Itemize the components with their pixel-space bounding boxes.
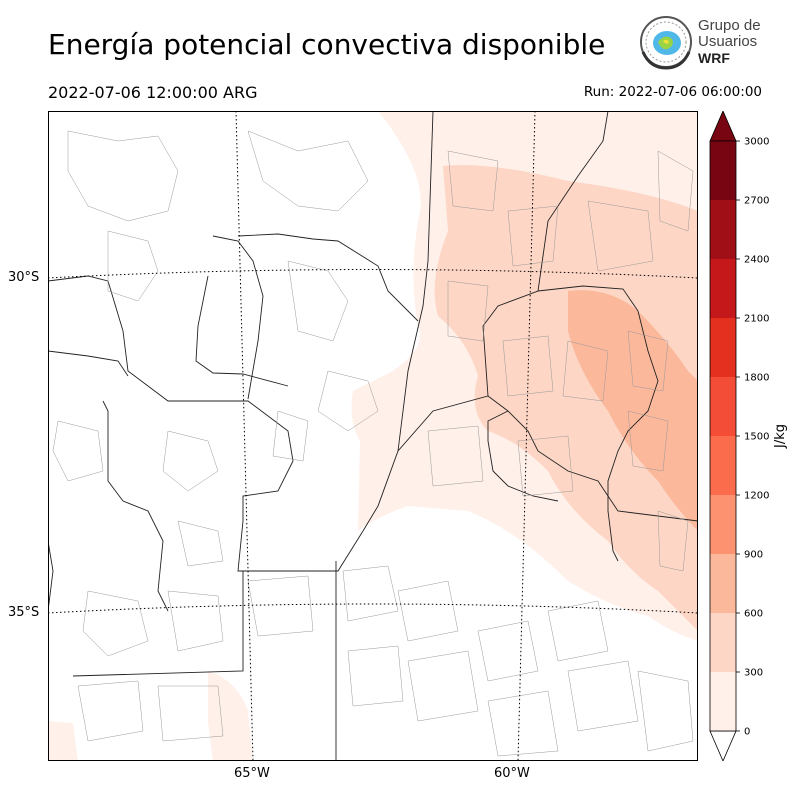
colorbar-segment (710, 613, 736, 672)
colorbar-tick-label: 900 (744, 550, 763, 561)
map-svg (47, 110, 699, 762)
lat-label-35s: 35°S (8, 605, 40, 620)
colorbar-extend-min (709, 730, 737, 763)
colorbar-tick-label: 600 (744, 609, 763, 620)
colorbar-segment (710, 377, 736, 436)
colorbar-tick-label: 1200 (744, 491, 769, 502)
colorbar-segment (710, 200, 736, 259)
colorbar-unit-label: J/kg (773, 424, 788, 449)
colorbar-tick-label: 2400 (744, 255, 769, 266)
graticule (47, 110, 699, 762)
graticule-lon-65w (235, 110, 254, 762)
lon-label-60w: 60°W (494, 766, 530, 781)
colorbar-segment (710, 259, 736, 318)
colorbar-segment (710, 554, 736, 613)
colorbar: 0 300 600 900 1200 1500 1800 2100 2400 2700 3000 J/… (708, 109, 788, 763)
logo-line-2: Usuarios (698, 33, 758, 50)
graticule-lat-35s (47, 603, 699, 614)
colorbar-segment (710, 436, 736, 495)
chart-title: Energía potencial convectiva disponible (48, 28, 606, 61)
colorbar-svg: 0 300 600 900 1200 1500 1800 2100 2400 2700 3000 J/… (709, 109, 788, 763)
colorbar-segment (710, 318, 736, 377)
colorbar-tick-label: 1500 (744, 432, 769, 443)
valid-time: 2022-07-06 12:00:00 ARG (48, 83, 258, 102)
wrf-globe-logo-icon (640, 16, 692, 70)
colorbar-tick-label: 1800 (744, 373, 769, 384)
map-panel (47, 110, 699, 762)
cape-region-300-600 (434, 165, 698, 631)
colorbar-tick-label: 2700 (744, 196, 769, 207)
colorbar-segment (710, 141, 736, 200)
logo-line-1: Grupo de (698, 17, 761, 34)
lon-label-65w: 65°W (234, 766, 270, 781)
graticule-lat-30s (47, 269, 699, 279)
cape-region-0-300-w (48, 721, 78, 761)
colorbar-extend-max (709, 109, 737, 142)
province-boundaries (47, 110, 699, 761)
colorbar-segment (710, 672, 736, 731)
colorbar-tick-label: 0 (744, 727, 750, 738)
colorbar-tick-label: 3000 (744, 137, 769, 148)
cape-region-600-900 (568, 290, 698, 531)
cape-shading (48, 111, 698, 761)
cape-region-0-300-sw (208, 671, 253, 761)
colorbar-tick-label: 2100 (744, 314, 769, 325)
lat-label-30s: 30°S (8, 270, 40, 285)
department-boundaries (52, 130, 694, 757)
logo-line-3: WRF (698, 50, 730, 66)
map-frame (48, 111, 698, 761)
wrf-logo: Grupo de Usuarios WRF (638, 14, 762, 74)
run-time: Run: 2022-07-06 06:00:00 (583, 84, 762, 100)
colorbar-segment (710, 495, 736, 554)
graticule-lon-60w (517, 110, 536, 762)
colorbar-tick-label: 300 (744, 668, 763, 679)
